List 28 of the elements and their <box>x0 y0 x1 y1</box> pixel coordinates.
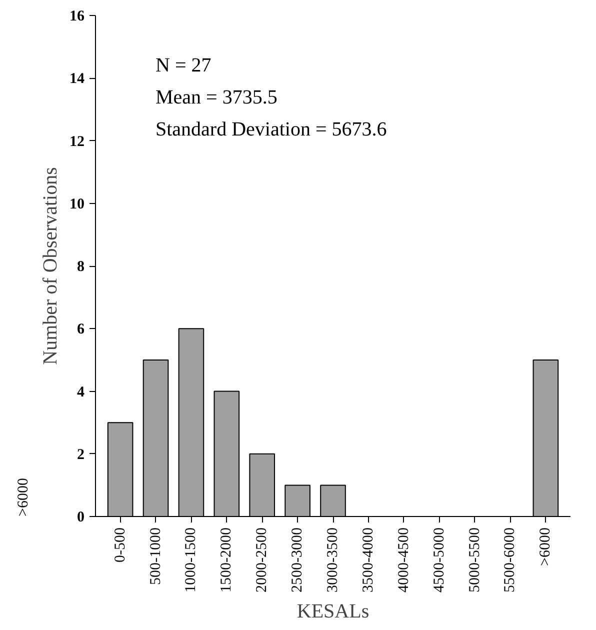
x-tick-label: 1500-2000 <box>218 527 235 592</box>
y-tick-label: 16 <box>70 8 85 24</box>
y-tick-label: 14 <box>70 71 85 88</box>
x-tick-label: 0-500 <box>112 527 128 562</box>
text: >6000 <box>16 478 32 516</box>
x-tick-label: >6000 <box>538 527 554 566</box>
x-tick-label: 500-1000 <box>148 527 164 585</box>
x-axis-title: KESALs <box>296 600 370 622</box>
y-tick-label: 6 <box>77 322 85 338</box>
y-tick-label: 8 <box>77 259 84 275</box>
annotation: N = 27 <box>156 54 212 76</box>
annotation: Standard Deviation = 5673.6 <box>156 118 387 140</box>
x-tick-label: 4500-5000 <box>431 527 448 592</box>
y-tick-label: 0 <box>77 510 84 526</box>
x-tick-label: 5000-5500 <box>466 527 483 592</box>
x-tick-label: 5500-6000 <box>502 527 518 592</box>
y-tick-label: 12 <box>70 134 84 150</box>
x-tick-label: 2000-2500 <box>254 527 270 592</box>
x-tick-label: 2500-3000 <box>290 527 306 592</box>
y-tick-label: 10 <box>70 196 84 212</box>
x-tick-label: 3000-3500 <box>325 527 341 592</box>
x-tick-label: 3500-4000 <box>360 527 376 592</box>
y-tick-label: 4 <box>77 384 85 400</box>
y-tick-label: 2 <box>77 446 84 463</box>
y-axis-title: Number of Observations <box>40 166 62 365</box>
annotation: Mean = 3735.5 <box>156 86 278 108</box>
x-tick-label: 4000-4500 <box>396 527 412 592</box>
x-tick-label: 1000-1500 <box>183 527 200 592</box>
